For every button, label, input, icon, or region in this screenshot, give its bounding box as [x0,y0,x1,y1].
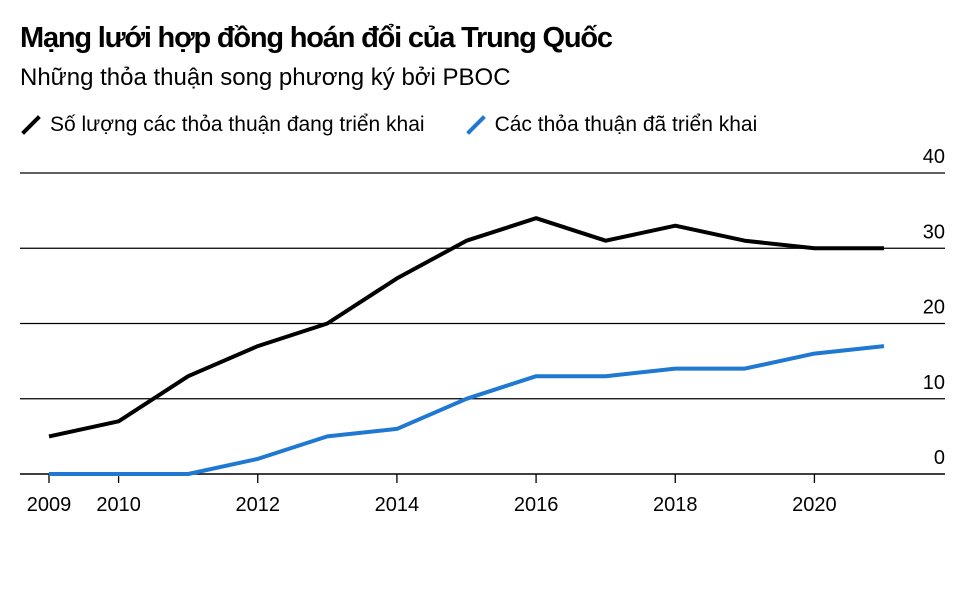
chart-subtitle: Những thỏa thuận song phương ký bởi PBOC [20,64,511,91]
legend-label-implemented: Các thỏa thuận đã triển khai [494,113,758,136]
x-tick-label-2020: 2020 [792,494,837,516]
x-tick-label-2018: 2018 [653,494,698,516]
legend-item-implemented: Các thỏa thuận đã triển khai [465,113,758,137]
x-tick-label-2012: 2012 [236,494,281,516]
x-tick-label-2009: 2009 [27,494,72,516]
legend-swatch-implemented [465,115,486,135]
legend: Số lượng các thỏa thuận đang triển khai … [20,113,797,137]
y-tick-label-30: 30 [923,221,945,243]
y-tick-label-0: 0 [934,447,945,469]
chart-title: Mạng lưới hợp đồng hoán đổi của Trung Qu… [20,22,613,54]
legend-swatch-active [21,115,41,135]
x-tick-label-2010: 2010 [96,494,141,516]
y-tick-label-10: 10 [923,372,945,394]
y-tick-label-40: 40 [923,146,945,168]
legend-item-active: Số lượng các thỏa thuận đang triển khai [20,113,425,137]
series-line-active [48,216,884,439]
series-line-implemented [49,344,885,476]
legend-label-active: Số lượng các thỏa thuận đang triển khai [50,113,425,136]
x-tick-label-2014: 2014 [375,494,420,516]
y-tick-label-20: 20 [923,297,945,319]
x-tick-label-2016: 2016 [514,494,559,516]
